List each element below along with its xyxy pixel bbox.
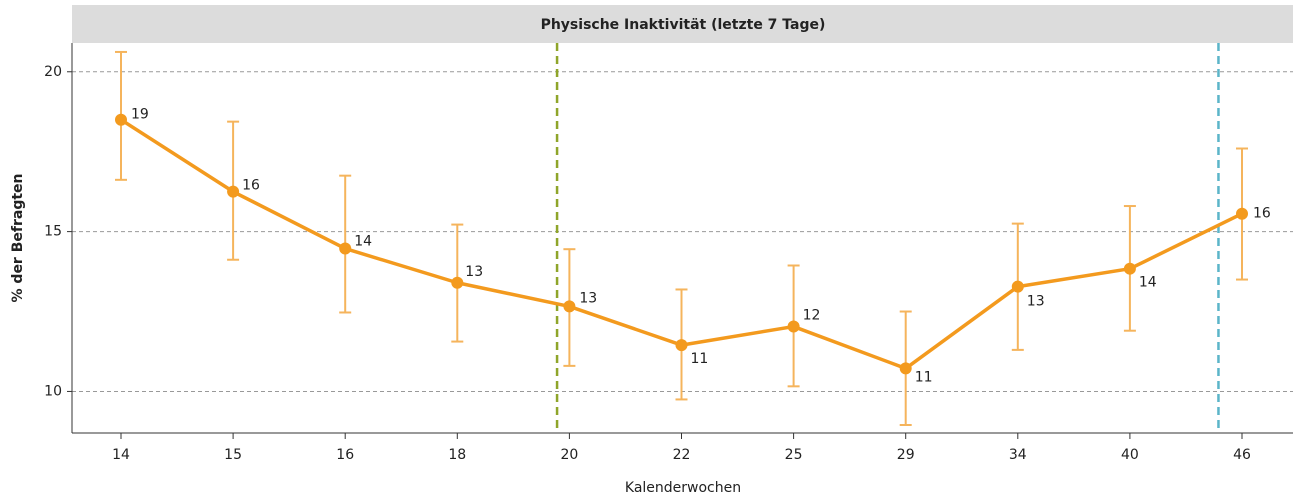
data-label: 13 (465, 264, 483, 280)
chart-title: Physische Inaktivität (letzte 7 Tage) (541, 17, 826, 33)
y-tick-label: 10 (44, 383, 62, 399)
point (1123, 262, 1136, 275)
x-tick-label: 46 (1233, 447, 1251, 463)
data-label: 14 (354, 234, 372, 250)
y-tick-label: 15 (44, 224, 62, 240)
x-tick-label: 15 (224, 447, 242, 463)
x-tick-label: 16 (336, 447, 354, 463)
x-tick-label: 14 (112, 447, 130, 463)
point (563, 300, 576, 313)
data-label: 11 (915, 369, 933, 385)
point (1011, 280, 1024, 293)
x-tick-label: 22 (673, 447, 691, 463)
point (787, 320, 800, 333)
point (451, 276, 464, 289)
x-tick-label: 29 (897, 447, 915, 463)
x-tick-label: 20 (560, 447, 578, 463)
data-label: 14 (1139, 275, 1157, 291)
data-label: 12 (803, 308, 821, 324)
y-axis-label: % der Befragten (10, 174, 26, 303)
y-tick-label: 20 (44, 64, 62, 80)
point (339, 242, 352, 255)
data-label: 11 (691, 351, 709, 367)
data-label: 16 (242, 178, 260, 194)
x-tick-label: 34 (1009, 447, 1027, 463)
data-label: 19 (131, 107, 149, 123)
x-tick-label: 40 (1121, 447, 1139, 463)
x-tick-label: 18 (448, 447, 466, 463)
x-axis-label: Kalenderwochen (625, 480, 741, 496)
point (675, 339, 688, 352)
title-bar (72, 5, 1293, 43)
point (227, 185, 240, 198)
data-label: 13 (579, 290, 597, 306)
point (115, 113, 127, 126)
data-label: 13 (1027, 294, 1045, 310)
x-tick-label: 25 (785, 447, 803, 463)
point (899, 362, 912, 375)
data-label: 16 (1253, 206, 1271, 222)
point (1236, 207, 1248, 220)
